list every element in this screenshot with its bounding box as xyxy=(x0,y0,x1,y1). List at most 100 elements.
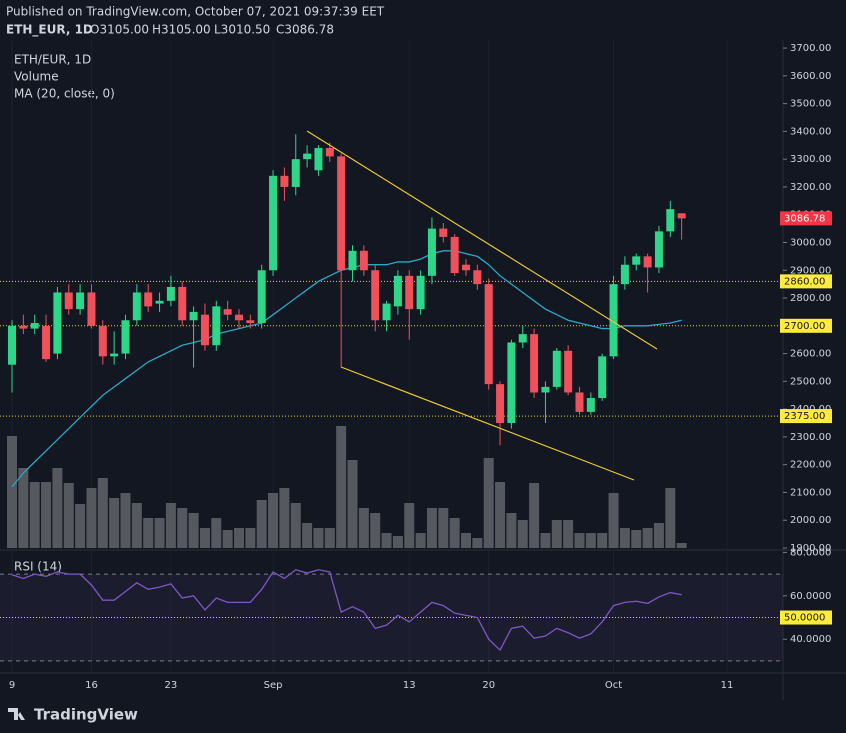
candle-body xyxy=(212,306,221,346)
y-tick-label: 2200.00 xyxy=(790,460,831,471)
candle-body xyxy=(303,153,312,160)
candle-body xyxy=(620,264,629,285)
candle-body xyxy=(450,236,459,274)
candle-body xyxy=(666,209,675,232)
candle-body xyxy=(598,356,607,399)
volume-bar xyxy=(268,493,279,548)
volume-bar xyxy=(154,518,165,548)
candle-body xyxy=(496,384,505,424)
volume-bar xyxy=(7,436,17,548)
legend-symbol: ETH/EUR, 1D xyxy=(14,53,91,67)
volume-bar xyxy=(245,528,256,548)
y-tick-label: 3300.00 xyxy=(790,154,831,165)
published: Published on TradingView.com, October 07… xyxy=(6,5,385,19)
volume-bar xyxy=(18,468,29,548)
y-tick-label: 2100.00 xyxy=(790,487,831,498)
x-tick-label: Oct xyxy=(605,680,622,691)
legend-volume: Volume xyxy=(14,70,59,84)
candle-body xyxy=(643,256,652,268)
candle-body xyxy=(8,325,16,365)
volume-bar xyxy=(495,482,506,548)
volume-bar xyxy=(188,513,199,548)
candle-body xyxy=(121,320,130,354)
y-tick-label: 3400.00 xyxy=(790,126,831,137)
price-line-box xyxy=(780,318,832,333)
ohlc-c: C3086.78 xyxy=(276,23,334,37)
volume-bar xyxy=(199,528,210,548)
x-tick-label: 23 xyxy=(165,680,178,691)
volume-bar xyxy=(665,488,676,548)
candle-body xyxy=(507,342,516,424)
volume-bar xyxy=(631,530,642,548)
volume-bar xyxy=(404,503,415,548)
volume-bar xyxy=(86,488,97,548)
volume-bar xyxy=(222,530,233,548)
candle-body xyxy=(359,250,368,271)
volume-bar xyxy=(52,468,63,548)
y-tick-label: 1900.00 xyxy=(790,543,831,554)
last-price-box xyxy=(780,211,832,226)
volume-bar xyxy=(472,538,483,548)
candle-body xyxy=(382,303,391,321)
volume-bar xyxy=(597,533,608,548)
y-tick-label: 3200.00 xyxy=(790,182,831,193)
symbol: ETH_EUR, 1D xyxy=(6,23,93,38)
candle-body xyxy=(291,159,300,187)
candle-body xyxy=(189,311,198,321)
volume-bar xyxy=(653,523,664,548)
volume-bar xyxy=(529,483,540,548)
volume-bar xyxy=(29,482,40,548)
candle-body xyxy=(484,284,493,385)
volume-bar xyxy=(347,460,358,548)
volume-bar xyxy=(120,493,131,548)
volume-bar xyxy=(642,528,653,548)
candle-body xyxy=(541,386,550,393)
volume-bar xyxy=(63,483,74,548)
y-tick-label: 2600.00 xyxy=(790,349,831,360)
volume-bar xyxy=(290,503,301,548)
volume-bar xyxy=(234,528,244,548)
ohlc-h: H3105.00 xyxy=(152,23,211,37)
volume-bar xyxy=(358,508,369,548)
trendline-upper xyxy=(306,130,658,350)
candle-body xyxy=(200,314,209,346)
y-tick-label: 2000.00 xyxy=(790,515,831,526)
x-tick-label: 13 xyxy=(403,680,416,691)
candle-body xyxy=(371,270,380,321)
candle-body xyxy=(64,292,73,310)
candle-body xyxy=(575,392,584,412)
y-tick-label: 3500.00 xyxy=(790,99,831,110)
legend-ma: MA (20, close, 0) xyxy=(14,87,115,101)
x-tick-label: Sep xyxy=(264,680,283,691)
rsi-band xyxy=(0,574,783,661)
price-line-box xyxy=(780,274,832,289)
price-line-label: 2860.00 xyxy=(784,276,825,287)
candle-body xyxy=(439,228,448,237)
y-tick-label: 60.0000 xyxy=(790,591,831,602)
candle-body xyxy=(166,286,175,301)
candle-body xyxy=(42,325,51,360)
volume-bar xyxy=(131,503,142,548)
candle-body xyxy=(405,275,414,310)
x-tick-label: 11 xyxy=(721,680,734,691)
y-tick-label: 2800.00 xyxy=(790,293,831,304)
candle-body xyxy=(530,334,539,393)
volume-bar xyxy=(415,533,426,548)
volume-bar xyxy=(302,523,313,548)
candle-body xyxy=(132,292,141,321)
volume-bar xyxy=(619,528,630,548)
candle-body xyxy=(87,292,96,326)
volume-bar xyxy=(540,533,551,548)
candle-body xyxy=(654,231,663,268)
candle-body xyxy=(325,148,334,157)
candle-body xyxy=(416,275,425,310)
volume-bar xyxy=(608,493,619,548)
volume-bar xyxy=(324,528,335,548)
rsi-title: RSI (14) xyxy=(14,560,62,574)
rsi-line xyxy=(11,569,682,652)
volume-bar xyxy=(256,500,267,548)
volume-bar xyxy=(336,426,347,548)
ma-line xyxy=(11,250,682,488)
y-tick-label: 80.0000 xyxy=(790,547,831,558)
